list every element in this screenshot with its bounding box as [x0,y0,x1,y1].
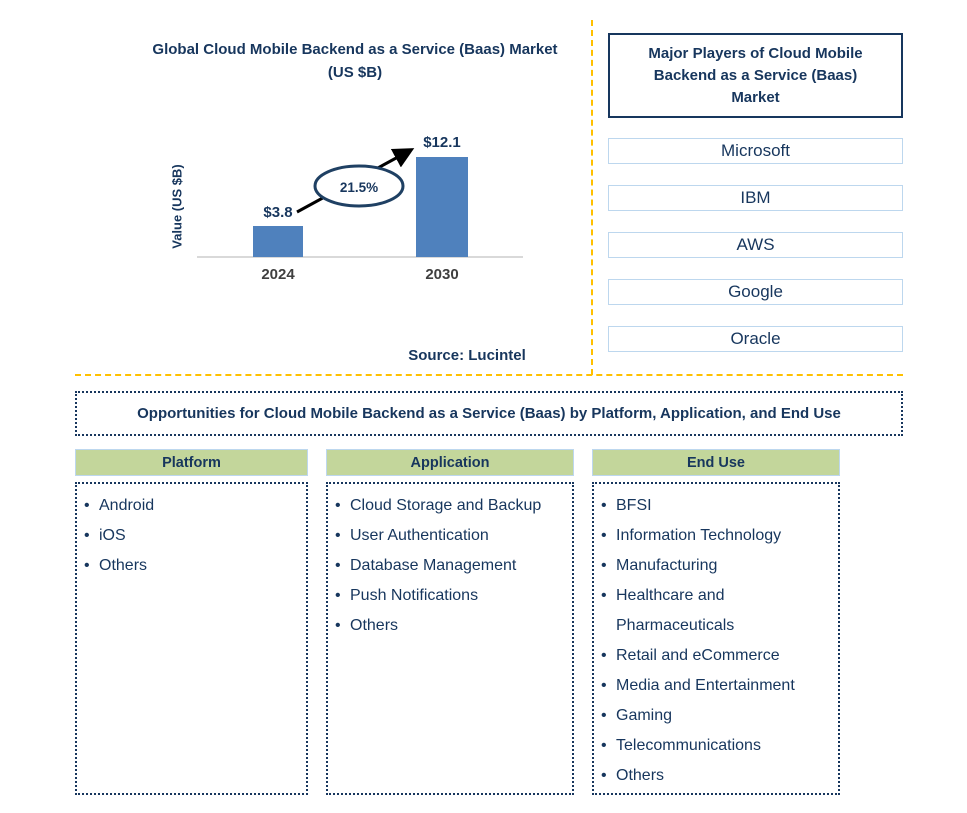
divider-line-vertical [591,20,593,375]
bullet-icon: • [601,587,607,604]
bullet-icon: • [601,767,607,784]
list-item-label: Healthcare and Pharmaceuticals [616,587,735,634]
player-box: Google [608,279,903,305]
bullet-icon: • [335,587,341,604]
column-list-platform: • Android • iOS • Others [75,482,308,795]
bullet-icon: • [335,497,341,514]
list-item: • Gaming [601,701,834,731]
list-item: • Manufacturing [601,551,834,581]
player-box: Oracle [608,326,903,352]
list-item-label: Gaming [616,707,673,724]
list-item-label: Others [350,617,399,634]
player-box: IBM [608,185,903,211]
y-axis-label: Value (US $B) [169,164,185,249]
player-box: Microsoft [608,138,903,164]
list-item-label: Cloud Storage and Backup [350,497,542,514]
list-item-label: Others [616,767,665,784]
bullet-icon: • [601,647,607,664]
bullet-icon: • [601,677,607,694]
bullet-icon: • [601,497,607,514]
list-item: • BFSI [601,491,834,521]
list-item-label: Android [99,497,155,514]
list-item: • User Authentication [335,521,568,551]
column-header-platform: Platform [75,449,308,476]
list-item-label: Information Technology [616,527,782,544]
player-box: AWS [608,232,903,258]
list-item: • Telecommunications [601,731,834,761]
opportunities-banner: Opportunities for Cloud Mobile Backend a… [75,391,903,436]
list-item: • Information Technology [601,521,834,551]
list-item-label: iOS [99,527,126,544]
list-item: • Android [84,491,302,521]
list-item-label: Others [99,557,148,574]
x-axis-tick-2024: 2024 [261,266,295,283]
cagr-value-label: 21.5% [339,180,379,195]
list-item-label: Media and Entertainment [616,677,795,694]
divider-line-horizontal [75,374,903,376]
list-item: • Database Management [335,551,568,581]
bullet-icon: • [335,527,341,544]
list-item: • Others [84,551,302,581]
major-players-title: Major Players of Cloud Mobile Backend as… [608,33,903,118]
column-list-application: • Cloud Storage and Backup • User Authentic… [326,482,574,795]
list-item-label: Retail and eCommerce [616,647,780,664]
bullet-icon: • [601,737,607,754]
bar-value-label-2030: $12.1 [423,134,461,151]
list-item-label: Push Notifications [350,587,479,604]
source-label: Source: Lucintel [408,347,526,364]
list-item: • Media and Entertainment [601,671,834,701]
bullet-icon: • [335,557,341,574]
bar-2024 [253,226,303,257]
list-item: • Others [601,761,834,791]
list-item-label: User Authentication [350,527,489,544]
bar-2030 [416,157,468,257]
list-item: • Others [335,611,568,641]
column-header-end-use: End Use [592,449,840,476]
list-item-label: Database Management [350,557,517,574]
list-item: • iOS [84,521,302,551]
bullet-icon: • [84,557,90,574]
list-item: • Push Notifications [335,581,568,611]
column-list-end-use: • BFSI • Information Technology • Manufacturi… [592,482,840,795]
list-item: • Retail and eCommerce [601,641,834,671]
list-item: • Cloud Storage and Backup [335,491,568,521]
list-item: • Healthcare and Pharmaceuticals [601,581,834,641]
bullet-icon: • [335,617,341,634]
list-item-label: Telecommunications [616,737,761,754]
bullet-icon: • [601,707,607,724]
list-item-label: BFSI [616,497,652,514]
bullet-icon: • [601,557,607,574]
bullet-icon: • [84,497,90,514]
bullet-icon: • [601,527,607,544]
bar-value-label-2024: $3.8 [263,204,293,221]
bullet-icon: • [84,527,90,544]
chart-title: Global Cloud Mobile Backend as a Service… [152,41,558,81]
column-header-application: Application [326,449,574,476]
major-players-list: Microsoft IBM AWS Google Oracle [608,138,903,373]
list-item-label: Manufacturing [616,557,718,574]
x-axis-tick-2030: 2030 [425,266,459,283]
x-axis-baseline [197,256,523,258]
